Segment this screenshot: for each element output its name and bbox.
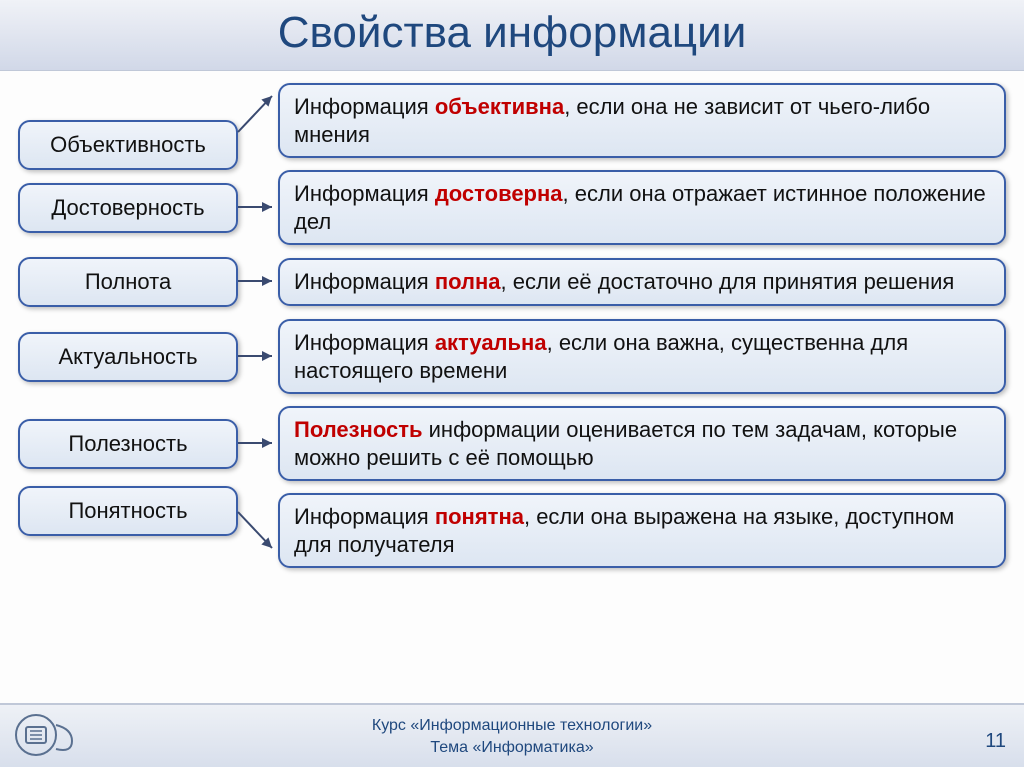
property-row: ПолезностьПолезность информации оценивае… — [18, 406, 1006, 481]
arrow-connector — [238, 443, 278, 445]
course-label: Курс «Информационные технологии» — [0, 715, 1024, 737]
footer: Курс «Информационные технологии» Тема «И… — [0, 703, 1024, 767]
property-description: Информация достоверна, если она отражает… — [278, 170, 1006, 245]
arrow-connector — [238, 356, 278, 358]
arrow-connector — [238, 120, 278, 122]
property-label: Объективность — [18, 120, 238, 170]
highlight-term: актуальна — [435, 330, 547, 355]
property-label: Актуальность — [18, 332, 238, 382]
arrow-connector — [238, 281, 278, 283]
content-area: Объективность Информация объективна, если… — [0, 71, 1024, 568]
arrow-connector — [238, 530, 278, 532]
highlight-term: полна — [435, 269, 501, 294]
property-row: Актуальность Информация актуальна, если о… — [18, 319, 1006, 394]
property-row: Полнота Информация полна, если её достато… — [18, 257, 1006, 307]
arrow-connector — [238, 207, 278, 209]
property-row: ПонятностьИнформация понятна, если она в… — [18, 493, 1006, 568]
property-description: Информация понятна, если она выражена на… — [278, 493, 1006, 568]
footer-text: Курс «Информационные технологии» Тема «И… — [0, 705, 1024, 758]
property-label: Полнота — [18, 257, 238, 307]
highlight-term: достоверна — [435, 181, 563, 206]
slide-title: Свойства информации — [0, 8, 1024, 58]
highlight-term: объективна — [435, 94, 564, 119]
property-description: Информация полна, если её достаточно для… — [278, 258, 1006, 306]
property-description: Информация объективна, если она не завис… — [278, 83, 1006, 158]
page-number: 11 — [985, 730, 1006, 753]
property-row: ОбъективностьИнформация объективна, если… — [18, 83, 1006, 158]
topic-label: Тема «Информатика» — [0, 737, 1024, 759]
property-label: Полезность — [18, 419, 238, 469]
property-description: Полезность информации оценивается по тем… — [278, 406, 1006, 481]
title-bar: Свойства информации — [0, 0, 1024, 71]
highlight-term: понятна — [435, 504, 524, 529]
logo-icon — [12, 711, 82, 759]
highlight-term: Полезность — [294, 417, 423, 442]
property-row: Достоверность Информация достоверна, если… — [18, 170, 1006, 245]
property-description: Информация актуальна, если она важна, су… — [278, 319, 1006, 394]
property-label: Достоверность — [18, 183, 238, 233]
property-label: Понятность — [18, 486, 238, 536]
